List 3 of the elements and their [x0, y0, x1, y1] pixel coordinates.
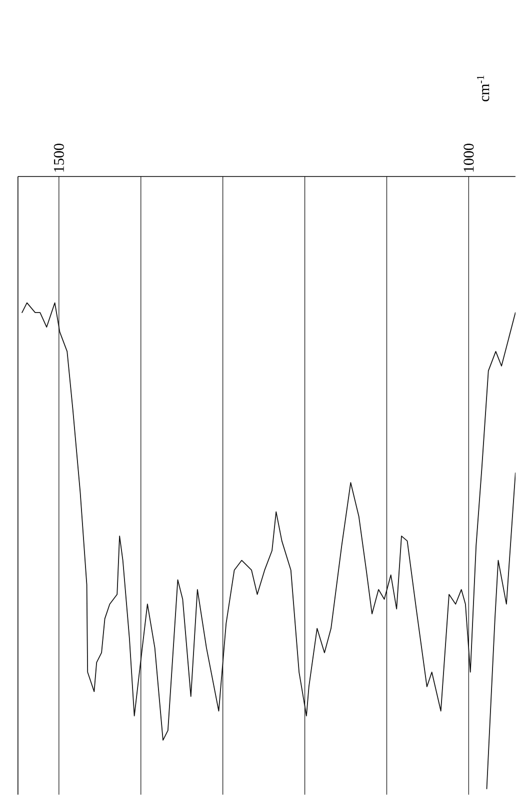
- x-tick-label: 1500: [54, 144, 64, 172]
- text: cm$^{-1}$: [477, 76, 490, 102]
- x-tick-label: 1000: [464, 144, 474, 172]
